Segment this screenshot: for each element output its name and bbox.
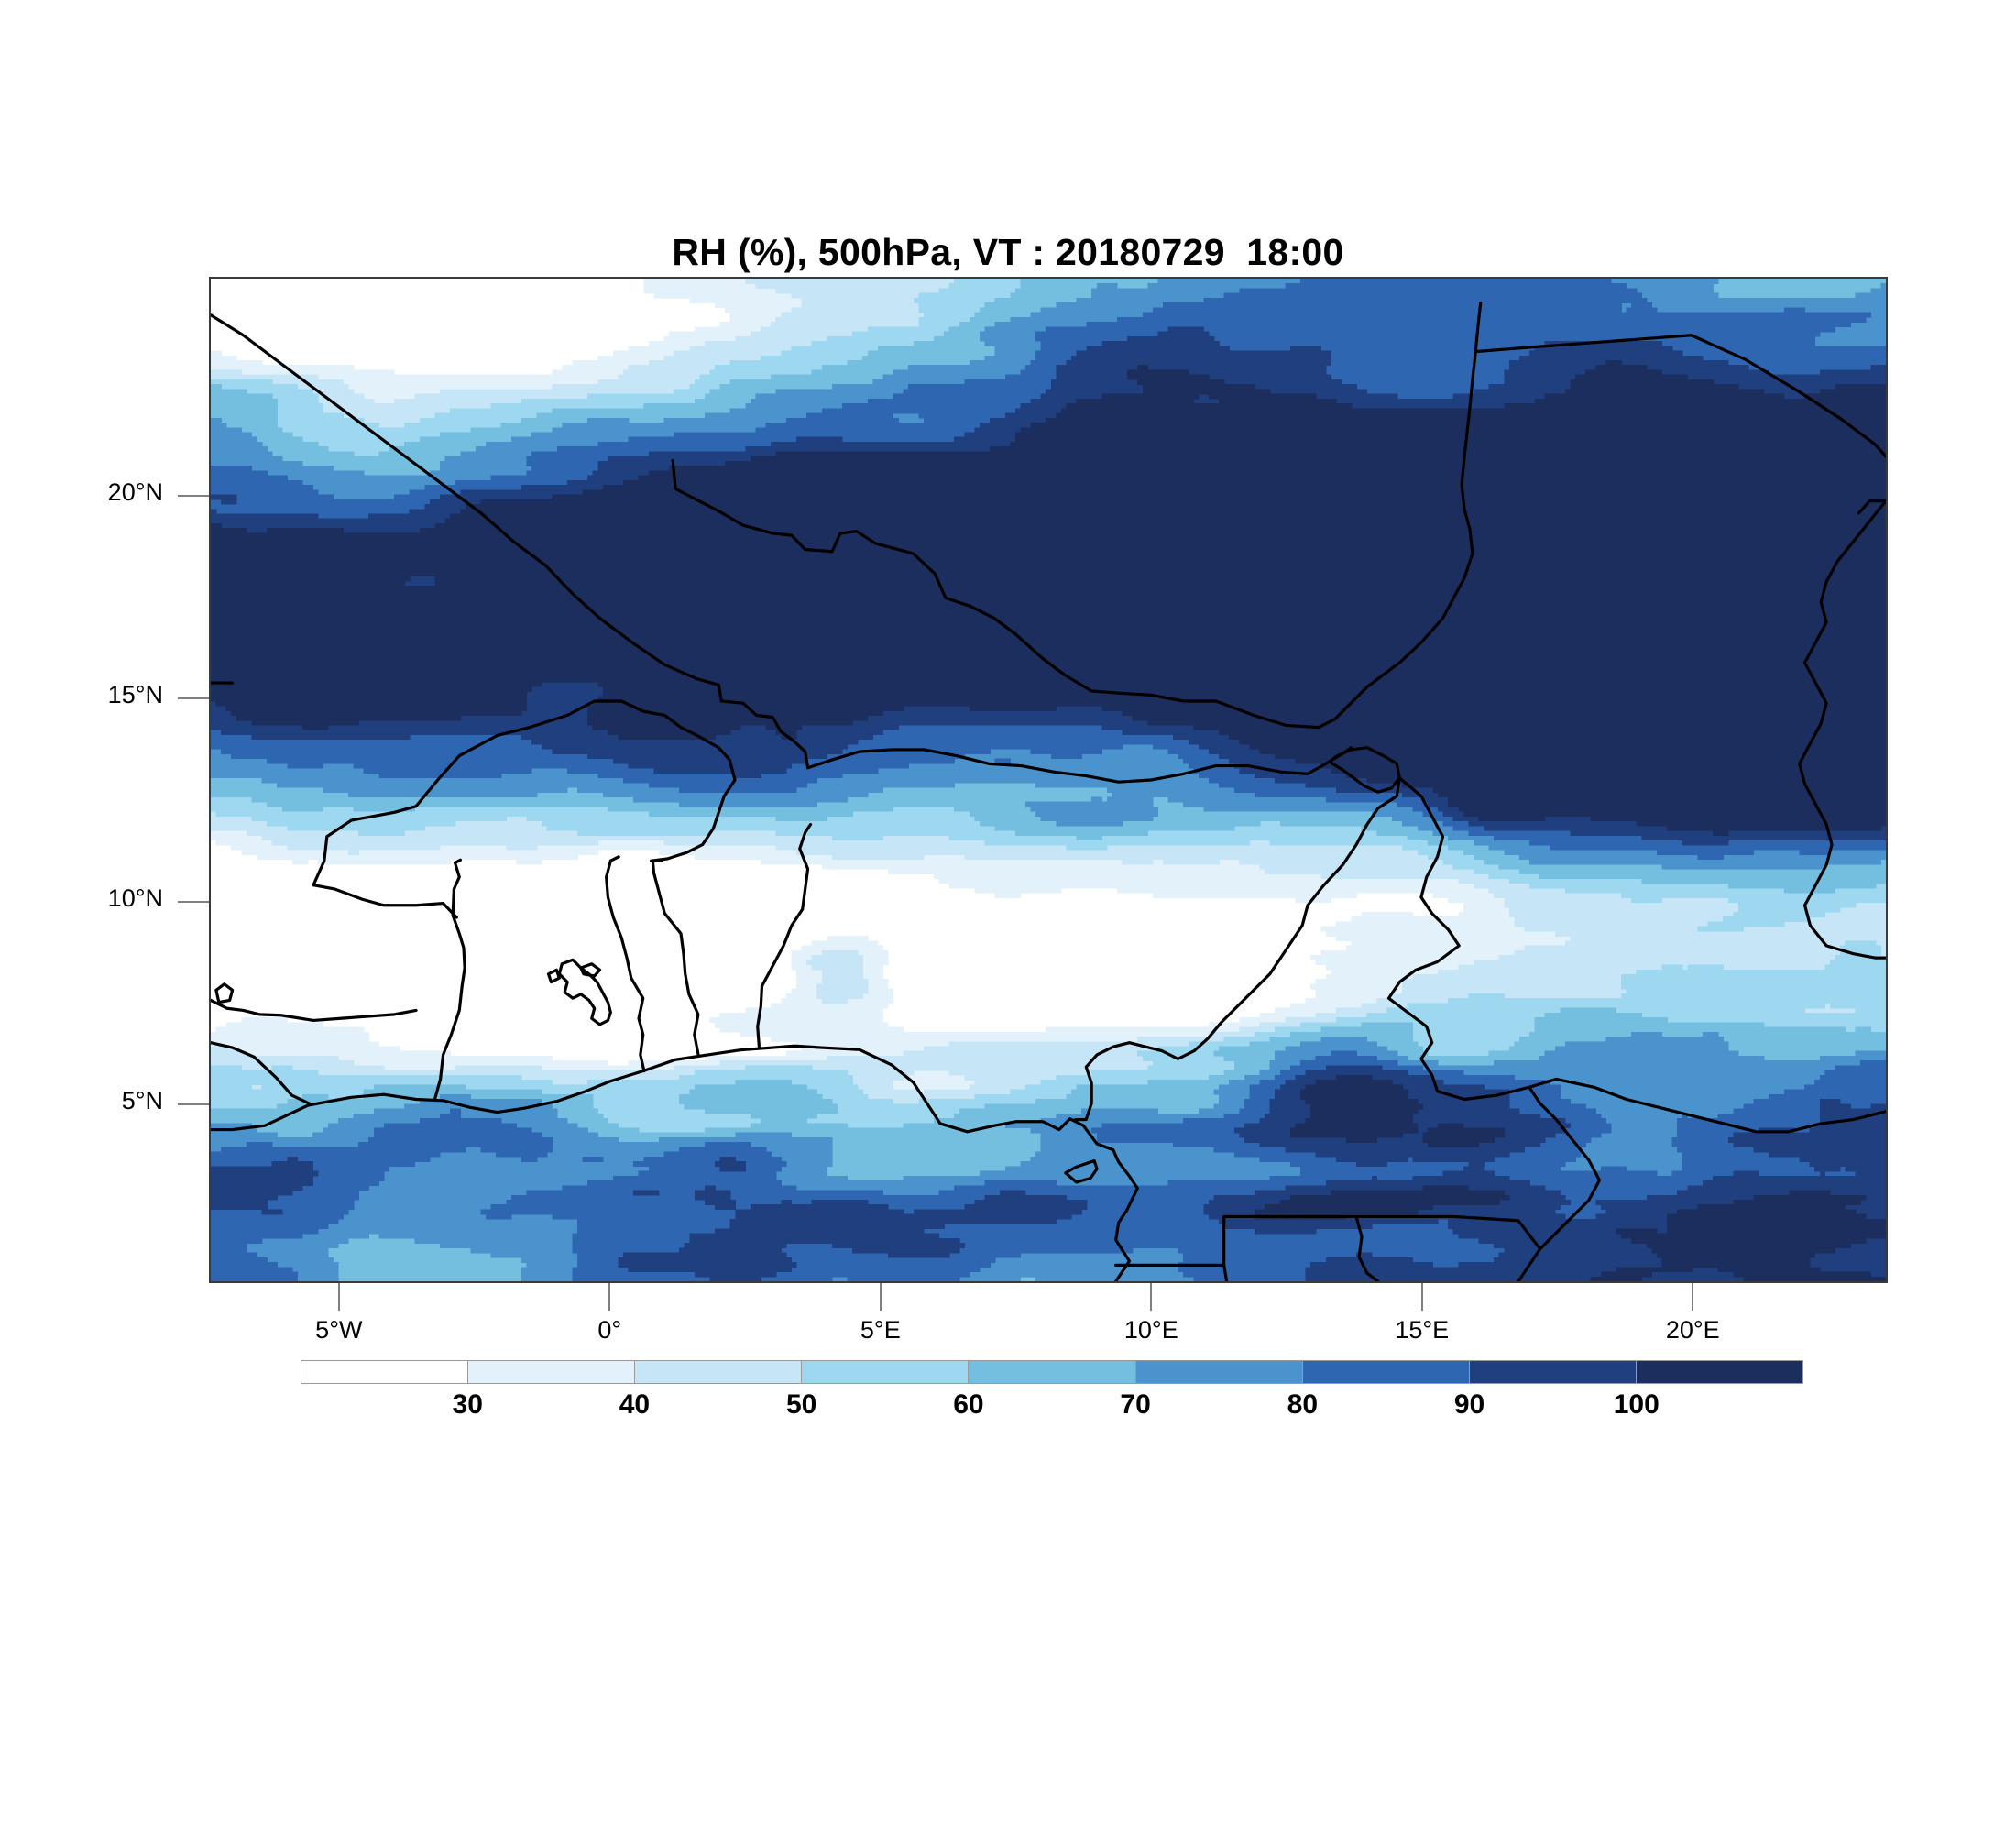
x-axis-label: 0° [597,1316,622,1344]
x-axis-label: 5°E [860,1316,901,1344]
x-axis-tick [608,1283,611,1311]
colorbar-segment [802,1361,970,1383]
colorbar-segment [969,1361,1136,1383]
y-axis-tick [178,495,209,498]
colorbar-segment [468,1361,636,1383]
colorbar-segment [635,1361,803,1383]
border-line [211,1044,1139,1281]
border-line [1354,1214,1380,1281]
colorbar [301,1360,1803,1384]
border-line [1476,334,1886,458]
colorbar-tick-label: 80 [1287,1389,1319,1420]
border-line [1222,1214,1229,1281]
x-axis-label: 20°E [1665,1316,1720,1344]
border-line [312,884,458,919]
colorbar-tick-label: 30 [452,1389,483,1420]
colorbar-segment [1469,1361,1637,1383]
border-line [579,962,602,978]
x-axis-tick [1420,1283,1423,1311]
border-line [211,1041,312,1106]
border-line [1073,776,1401,1122]
border-line [1354,1214,1542,1251]
border-line [214,982,235,1004]
border-line [1064,1158,1099,1184]
border-line [1798,499,1886,960]
x-axis-tick [879,1283,882,1311]
y-axis-label: 5°N [121,1087,163,1115]
x-axis-tick [337,1283,340,1311]
border-line [651,859,700,1056]
y-axis-tick [178,900,209,903]
y-axis-label: 20°N [107,478,163,507]
border-line [546,968,561,984]
y-axis-label: 15°N [107,681,163,709]
contour-field [211,279,1886,1281]
border-line [312,699,737,887]
border-line [756,822,813,1050]
colorbar-segment [1135,1361,1303,1383]
border-line [1857,499,1886,515]
y-axis-tick [178,1103,209,1106]
x-axis-label: 5°W [315,1316,363,1344]
colorbar-tick-label: 100 [1613,1389,1660,1420]
border-line [671,301,1483,730]
colorbar-segment [1636,1361,1802,1383]
border-line [805,746,1353,784]
y-axis-tick [178,697,209,700]
colorbar-segment [301,1361,469,1383]
border-line [211,313,720,686]
border-line [717,683,810,770]
x-axis-tick [1692,1283,1694,1311]
x-axis-label: 15°E [1395,1316,1450,1344]
border-line [211,998,418,1023]
colorbar-tick-label: 40 [619,1389,651,1420]
colorbar-segment [1302,1361,1470,1383]
colorbar-tick-label: 50 [785,1389,817,1420]
map-plot-area [209,277,1888,1283]
border-line [1517,1085,1602,1281]
y-axis-label: 10°N [107,884,163,912]
colorbar-tick-label: 70 [1120,1389,1151,1420]
border-line [433,858,466,1101]
border-line [1386,776,1886,1134]
x-axis-tick [1150,1283,1153,1311]
x-axis-label: 10°E [1123,1316,1178,1344]
colorbar-tick-label: 90 [1453,1389,1485,1420]
border-line [605,855,646,1073]
colorbar-tick-label: 60 [953,1389,984,1420]
chart-title: RH (%), 500hPa, VT : 20180729 18:00 [672,231,1344,273]
